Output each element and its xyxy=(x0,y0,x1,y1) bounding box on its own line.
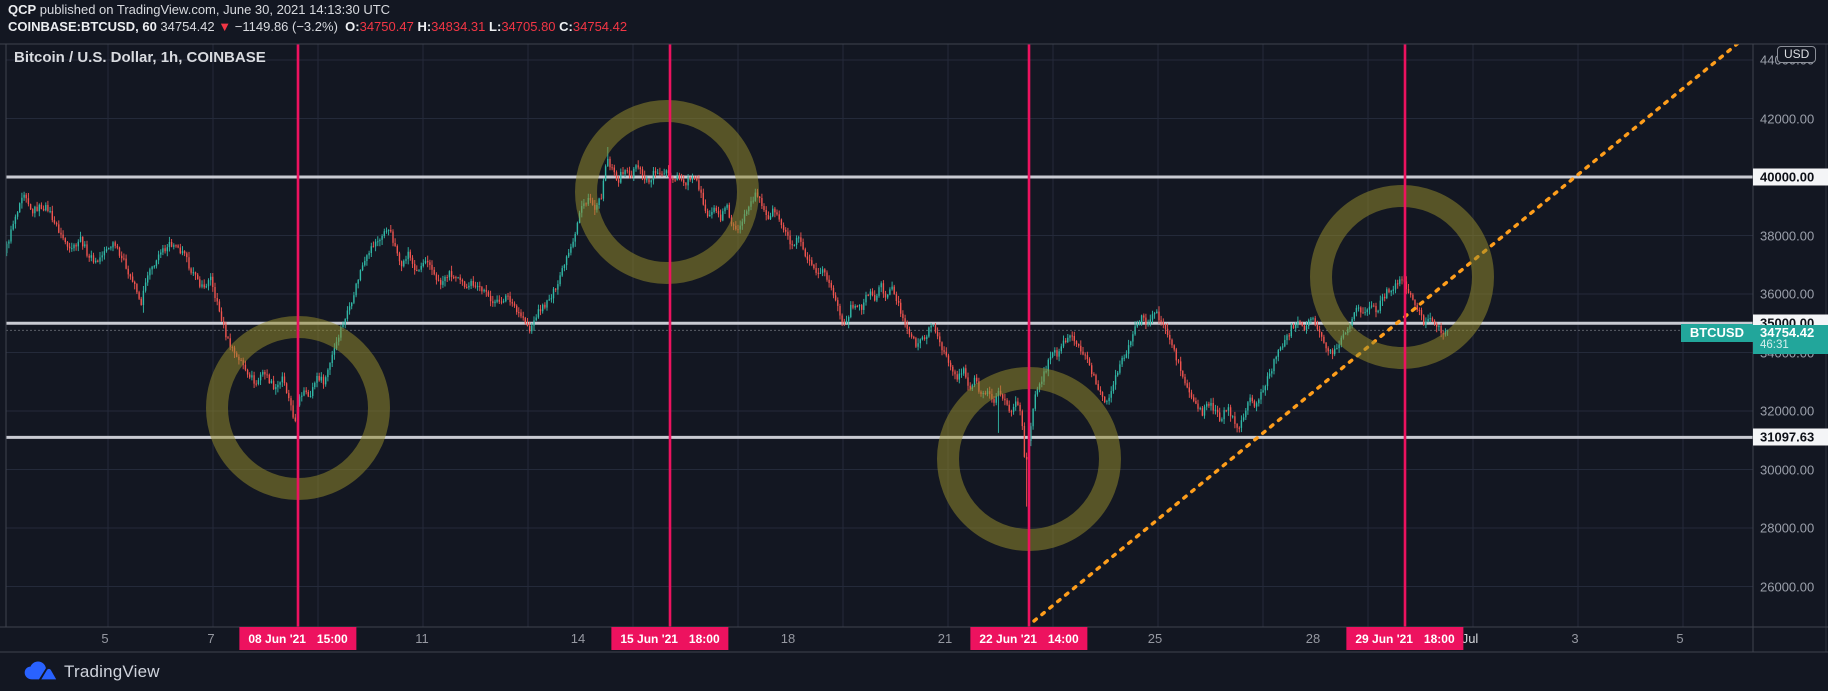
chart-title: Bitcoin / U.S. Dollar, 1h, COINBASE xyxy=(14,49,266,66)
event-date-badge: 22 Jun '21 14:00 xyxy=(970,627,1088,650)
event-time: 18:00 xyxy=(1423,631,1455,646)
event-date: 29 Jun '21 xyxy=(1355,631,1413,646)
time-axis[interactable]: 5 7 11 14 18 21 25 28 Jul 3 5 08 Jun '21 15:00 15 Jun… xyxy=(0,627,1828,652)
price-change: −1149.86 (−3.2%) xyxy=(234,19,338,34)
publish-info-line: QCP published on TradingView.com, June 3… xyxy=(8,2,391,17)
last-price-value: 34754.42 xyxy=(1760,325,1815,341)
high-value: 34834.31 xyxy=(431,19,486,34)
price-axis-label: 42000.00 xyxy=(1760,111,1815,126)
open-value: 34750.47 xyxy=(359,19,414,34)
time-axis-label: 7 xyxy=(207,631,215,646)
price-axis-label: 26000.00 xyxy=(1760,579,1815,594)
last-price-badge: 34754.42 46:31 xyxy=(1753,325,1828,355)
time-axis-label: 28 xyxy=(1305,631,1321,646)
down-arrow-icon: ▼ xyxy=(218,19,232,34)
event-date: 15 Jun '21 xyxy=(620,631,678,646)
time-axis-label: 3 xyxy=(1571,631,1579,646)
trend-line[interactable] xyxy=(1032,40,1742,623)
time-axis-label: 25 xyxy=(1147,631,1163,646)
symbol-ohlc-line: COINBASE:BTCUSD, 60 34754.42 ▼ −1149.86 … xyxy=(8,19,628,34)
price-axis-label: 30000.00 xyxy=(1760,462,1815,477)
close-value: 34754.42 xyxy=(572,19,628,34)
highlight-circle[interactable] xyxy=(1310,185,1494,369)
tradingview-cloud-icon xyxy=(24,661,56,680)
currency-toggle[interactable]: USD xyxy=(1777,46,1817,63)
bar-countdown: 46:31 xyxy=(1760,339,1789,352)
bottom-band: TradingView xyxy=(0,653,1828,691)
low-value: 34705.80 xyxy=(501,19,556,34)
event-date: 08 Jun '21 xyxy=(248,631,306,646)
tradingview-logo-text: TradingView xyxy=(64,661,160,681)
time-axis-label: Jul xyxy=(1461,631,1479,646)
price-axis-label: 32000.00 xyxy=(1760,403,1815,419)
tradingview-logo[interactable]: TradingView xyxy=(24,661,160,682)
price-axis-label: 36000.00 xyxy=(1760,286,1815,302)
header-last-price: 34754.42 xyxy=(160,19,215,34)
down-candle-bodies xyxy=(25,158,1444,460)
event-date-badge: 15 Jun '21 18:00 xyxy=(611,627,729,650)
time-axis-label: 11 xyxy=(415,631,429,646)
time-axis-label: 21 xyxy=(937,631,953,646)
symbol-name: COINBASE:BTCUSD, 60 xyxy=(8,19,157,34)
time-axis-label: 18 xyxy=(780,631,796,646)
event-date-badge: 08 Jun '21 15:00 xyxy=(239,627,357,650)
event-date: 22 Jun '21 xyxy=(979,631,1037,646)
event-time: 18:00 xyxy=(688,631,720,646)
time-axis-label: 5 xyxy=(101,631,109,646)
price-axis-label: 28000.00 xyxy=(1760,520,1815,536)
event-time: 15:00 xyxy=(316,631,348,646)
time-axis-label: 5 xyxy=(1676,631,1684,646)
symbol-badge: BTCUSD xyxy=(1680,324,1753,343)
author-name: QCP xyxy=(8,2,37,17)
price-level-badge: 40000.00 xyxy=(1753,168,1828,186)
price-axis-label: 38000.00 xyxy=(1760,228,1815,243)
event-time: 14:00 xyxy=(1047,631,1079,646)
highlight-circle[interactable] xyxy=(575,100,759,284)
event-date-badge: 29 Jun '21 18:00 xyxy=(1346,627,1464,650)
price-level-badge: 31097.63 xyxy=(1753,428,1828,446)
time-axis-label: 14 xyxy=(570,631,586,646)
